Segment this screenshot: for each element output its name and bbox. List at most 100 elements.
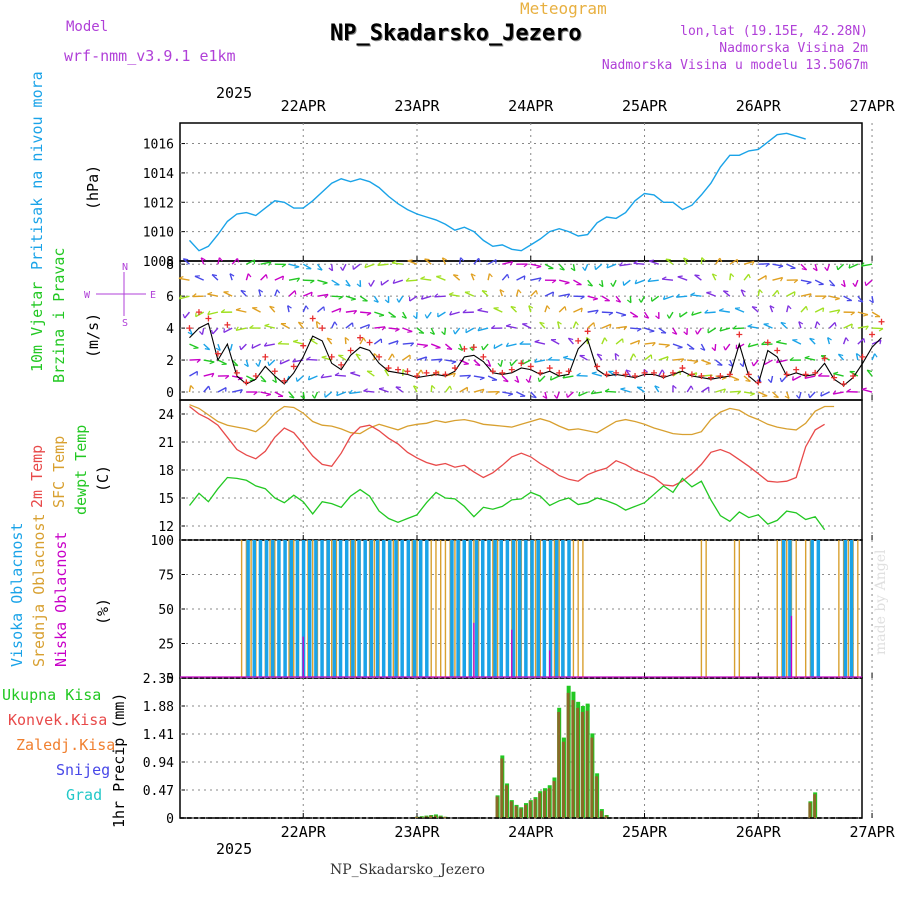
wind-barb (861, 263, 873, 267)
wind-barb-flag (190, 385, 195, 390)
wind-barb-flag (470, 273, 476, 277)
y-tick-label: 4 (166, 322, 174, 337)
wind-barb (240, 343, 247, 351)
wind-barb (487, 259, 497, 265)
wind-barb (240, 289, 247, 297)
wind-barb (437, 311, 446, 318)
wind-barb-flag (598, 283, 604, 288)
wind-barb-flag (547, 356, 553, 361)
wind-barb (217, 386, 227, 393)
wind-barb (747, 325, 759, 329)
wind-barb (729, 273, 732, 281)
wind-gust-marker (726, 371, 733, 378)
precip-conv-bar (552, 781, 556, 818)
wind-barb-flag (268, 261, 272, 266)
y-tick-label: 21 (158, 436, 174, 451)
wind-barb-flag (368, 282, 372, 287)
wind-barb (530, 263, 542, 268)
wind-barb-flag (345, 284, 351, 287)
cloud-high-bar (536, 540, 540, 678)
wind-barb (434, 295, 446, 298)
wind-barb (558, 263, 565, 271)
wind-barb (804, 375, 816, 379)
wind-barb (563, 356, 574, 361)
wind-barb-flag (210, 329, 214, 335)
wind-barb (374, 326, 386, 329)
wind-gust-marker (850, 373, 857, 380)
cloud-high-bar (307, 540, 312, 678)
wind-barb (441, 257, 447, 265)
wind-barb (711, 273, 717, 281)
wind-gust-marker (290, 363, 297, 370)
wind-barb (715, 257, 721, 265)
wind-barb (493, 343, 503, 350)
wind-barb-flag (423, 344, 429, 349)
wind-barb (297, 321, 304, 329)
wind-barb-flag (424, 356, 428, 361)
wind-gust-marker (300, 342, 307, 349)
wind-barb-flag (462, 309, 467, 314)
wind-barb-flag (723, 388, 726, 394)
wind-barb-flag (187, 331, 193, 336)
wind-barb-flag (717, 364, 723, 366)
wind-barb (800, 305, 807, 313)
wind-barb (591, 391, 602, 395)
wind-barb-flag (410, 342, 415, 347)
wind-barb (477, 309, 489, 313)
wind-barb (360, 311, 372, 314)
precip-conv-bar (808, 802, 812, 818)
wind-barb (601, 295, 610, 302)
wind-barb-flag (537, 377, 540, 382)
precip-conv-bar (571, 700, 575, 818)
wind-barb (814, 321, 818, 329)
precip-conv-bar (595, 776, 599, 818)
wind-barb (306, 358, 318, 361)
wind-barb (257, 359, 262, 367)
wind-barb-flag (748, 273, 751, 279)
wind-barb-flag (367, 324, 371, 329)
wind-barb (534, 359, 546, 363)
wind-barb (562, 375, 574, 379)
wind-barb (849, 370, 859, 377)
wind-barb (591, 372, 603, 377)
wind-barb-flag (661, 369, 665, 374)
y-tick-label: 8 (166, 258, 174, 273)
wind-barb-flag (463, 363, 469, 365)
bottom-day-label: 24APR (508, 823, 554, 841)
wind-barb (355, 353, 361, 361)
wind-barb (672, 327, 678, 335)
wind-barb-flag (211, 373, 215, 378)
wind-barb-flag (773, 395, 779, 399)
wind-barb-flag (614, 352, 620, 357)
wind-barb (625, 369, 631, 377)
wind-barb (704, 311, 716, 314)
wind-barb-flag (712, 273, 717, 277)
wind-barb (615, 338, 623, 345)
wind-gust-marker (546, 365, 553, 372)
wind-barb-flag (350, 298, 356, 301)
cloud-high-bar (326, 540, 330, 678)
wind-barb (407, 260, 418, 265)
wind-barb-flag (752, 306, 758, 309)
wind-barb-flag (287, 305, 292, 309)
wind-barb (200, 257, 205, 265)
wind-barb-flag (336, 391, 339, 396)
wind-barb (601, 280, 604, 287)
wind-barb (280, 322, 290, 329)
wind-barb (733, 327, 745, 330)
precip-conv-bar (566, 692, 570, 818)
wind-barb-flag (801, 268, 807, 271)
wind-barb (780, 322, 788, 329)
wind-barb-flag (689, 348, 695, 350)
wind-barb (502, 391, 513, 395)
wind-gust-marker (764, 339, 771, 346)
wind-barb-flag (344, 337, 350, 341)
wind-barb-flag (769, 305, 775, 309)
wind-barb (424, 258, 432, 265)
wind-barb-flag (178, 276, 184, 279)
wind-barb (217, 257, 221, 265)
wind-barb (757, 289, 761, 297)
wind-barb-flag (449, 310, 453, 316)
wind-barb-flag (564, 306, 567, 311)
wind-barb-flag (733, 379, 740, 381)
